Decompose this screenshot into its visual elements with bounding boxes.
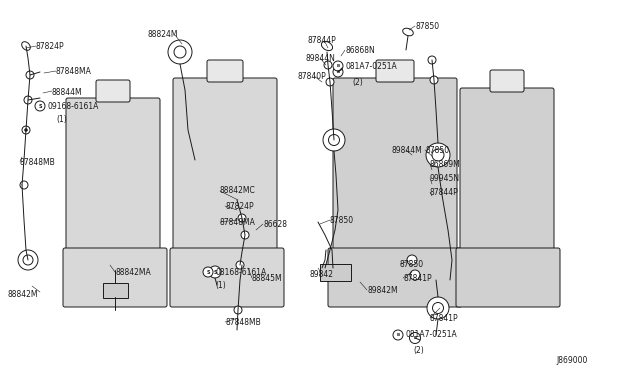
Circle shape [236,261,244,269]
Text: 87850: 87850 [425,146,449,155]
Text: 87850: 87850 [415,22,439,31]
Text: 88824M: 88824M [148,30,179,39]
FancyBboxPatch shape [173,78,277,252]
Text: 89844N: 89844N [305,54,335,63]
Text: J869000: J869000 [556,356,588,365]
FancyBboxPatch shape [456,248,560,307]
Text: 081A7-0251A: 081A7-0251A [346,62,397,71]
Ellipse shape [403,28,413,36]
FancyBboxPatch shape [460,88,554,252]
Text: 99945N: 99945N [430,174,460,183]
Circle shape [393,330,403,340]
Circle shape [35,101,45,111]
Text: 87840P: 87840P [298,72,327,81]
Circle shape [241,231,249,239]
Text: 88845M: 88845M [252,274,283,283]
Text: 89844M: 89844M [392,146,423,155]
Text: (1): (1) [215,281,226,290]
Text: 87848MB: 87848MB [20,158,56,167]
Circle shape [168,40,192,64]
Ellipse shape [22,42,30,50]
FancyBboxPatch shape [319,263,351,280]
Text: 89842M: 89842M [367,286,397,295]
Text: 87848MB: 87848MB [225,318,260,327]
Circle shape [18,250,38,270]
FancyBboxPatch shape [490,70,524,92]
FancyBboxPatch shape [66,98,160,252]
Circle shape [430,76,438,84]
Text: S: S [206,269,210,275]
Circle shape [407,255,417,265]
Circle shape [24,96,32,104]
FancyBboxPatch shape [376,60,414,82]
Circle shape [428,56,436,64]
Circle shape [26,71,34,79]
Circle shape [324,61,332,69]
Text: (2): (2) [352,78,363,87]
Text: B: B [413,336,417,340]
Ellipse shape [321,41,333,51]
Text: S: S [213,269,217,275]
Circle shape [209,266,221,278]
Text: 87844P: 87844P [430,188,459,197]
Circle shape [20,181,28,189]
FancyBboxPatch shape [102,282,127,298]
Text: 87824P: 87824P [36,42,65,51]
Circle shape [333,61,343,71]
Circle shape [410,270,420,280]
Circle shape [333,67,343,77]
Text: 87844P: 87844P [308,36,337,45]
Circle shape [22,126,30,134]
Text: (1): (1) [56,115,67,124]
Text: 88842MC: 88842MC [220,186,256,195]
Text: 87848MA: 87848MA [220,218,256,227]
Text: 86868N: 86868N [345,46,375,55]
Text: 87841P: 87841P [403,274,431,283]
Text: 09168-6161A: 09168-6161A [48,102,99,111]
FancyBboxPatch shape [207,60,243,82]
Text: B: B [337,70,340,74]
Text: S: S [38,103,42,109]
FancyBboxPatch shape [170,248,284,307]
Text: 87850: 87850 [400,260,424,269]
FancyBboxPatch shape [333,78,457,252]
FancyBboxPatch shape [63,248,167,307]
Text: 86628: 86628 [263,220,287,229]
Text: 88842M: 88842M [8,290,38,299]
Circle shape [323,129,345,151]
Text: 86869M: 86869M [430,160,461,169]
Circle shape [234,306,242,314]
Text: 87824P: 87824P [225,202,253,211]
Circle shape [426,143,450,167]
Circle shape [203,267,213,277]
Text: 08168-6161A: 08168-6161A [216,268,268,277]
Text: 87841P: 87841P [430,314,459,323]
Circle shape [24,128,28,131]
Text: 87848MA: 87848MA [56,67,92,76]
FancyBboxPatch shape [328,248,462,307]
Text: 87850: 87850 [330,216,354,225]
Text: (2): (2) [413,346,424,355]
Text: B: B [396,333,399,337]
Text: 88842MA: 88842MA [115,268,151,277]
Circle shape [410,333,420,343]
Text: 081A7-0251A: 081A7-0251A [406,330,458,339]
Text: 89842: 89842 [310,270,334,279]
Circle shape [238,214,246,222]
Circle shape [326,78,334,86]
Text: 88844M: 88844M [52,88,83,97]
Circle shape [427,297,449,319]
FancyBboxPatch shape [96,80,130,102]
Text: B: B [337,64,340,68]
